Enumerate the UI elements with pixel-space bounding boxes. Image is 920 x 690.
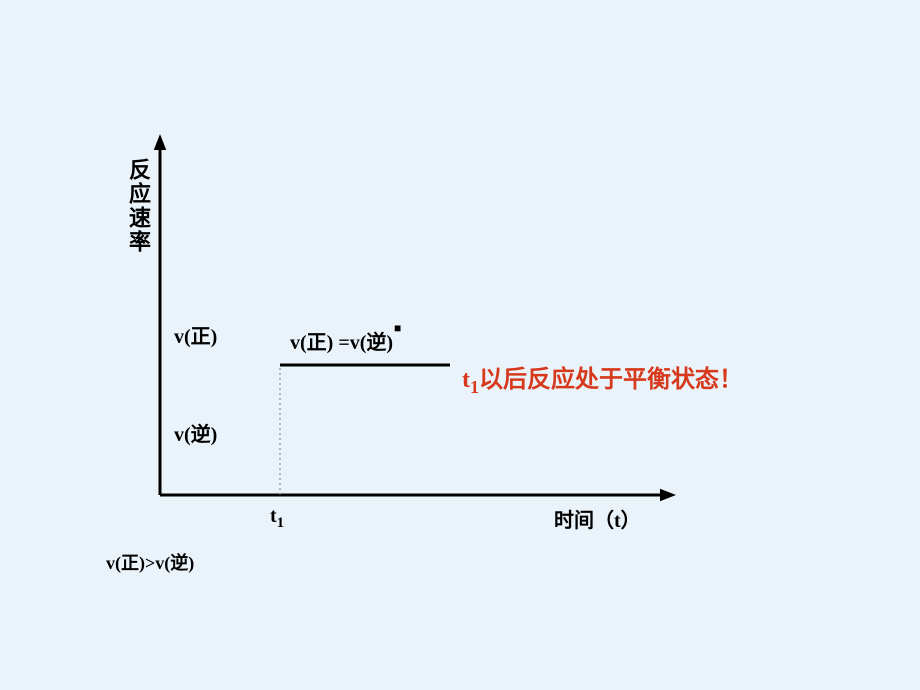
dot-marker: ■ (394, 321, 401, 336)
t1-t: t (270, 505, 277, 527)
chart-svg (0, 0, 920, 690)
inequality-label: v(正)>v(逆) (106, 549, 194, 575)
chart-container: 反应速率 时间（t） v(正) v(逆) v(正) =v(逆) ■ t1 t1以… (0, 0, 920, 690)
t1-sub: 1 (277, 515, 285, 531)
equilibrium-text: t1以后反应处于平衡状态！ (462, 359, 743, 398)
eq-text: 以后反应处于平衡状态！ (479, 367, 743, 393)
eq-prefix: t (462, 367, 470, 393)
v-forward-label: v(正) (174, 320, 217, 349)
eq-sub: 1 (470, 377, 479, 397)
v-reverse-label: v(逆) (174, 418, 217, 447)
x-axis-label: 时间（t） (554, 504, 641, 533)
y-axis-label: 反应速率 (122, 158, 154, 254)
v-equal-label: v(正) =v(逆) (290, 326, 393, 355)
t1-label: t1 (270, 505, 284, 532)
